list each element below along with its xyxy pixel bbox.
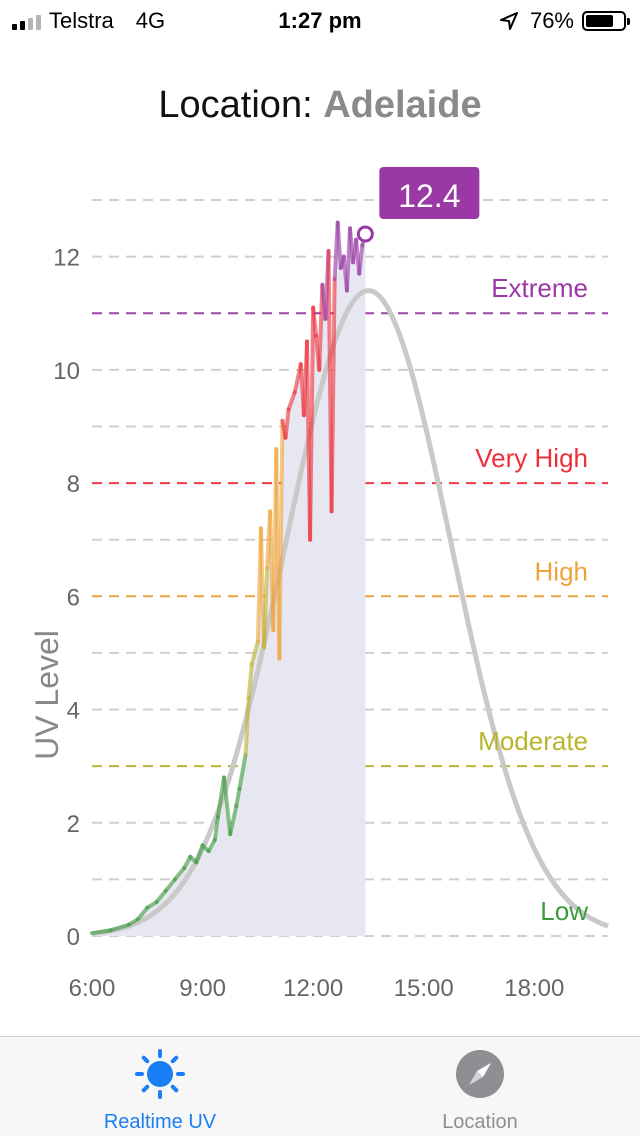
x-tick-label: 12:00	[283, 975, 343, 1002]
status-bar: Telstra 4G 1:27 pm 76%	[0, 0, 640, 40]
y-tick-label: 10	[53, 358, 80, 385]
measured-segment	[283, 407, 291, 440]
measured-segment	[212, 815, 220, 842]
forecast-line	[91, 288, 609, 936]
tab-realtime-uv[interactable]: Realtime UV	[0, 1037, 320, 1136]
measured-segment	[228, 803, 239, 837]
y-tick-label: 0	[67, 924, 80, 951]
band-label: Extreme	[491, 273, 588, 303]
measured-segment	[182, 854, 193, 871]
compass-icon	[456, 1050, 504, 1098]
tab-bar: Realtime UV Location	[0, 1036, 640, 1136]
signal-strength-icon	[12, 12, 41, 30]
battery-icon	[582, 11, 630, 31]
measured-fill	[92, 222, 366, 937]
measured-segment	[357, 243, 365, 276]
measured-segment	[249, 639, 260, 667]
measured-segment	[237, 752, 248, 791]
measured-segment	[234, 786, 242, 808]
status-time: 1:27 pm	[278, 8, 362, 33]
current-uv-value: 12.4	[398, 178, 460, 214]
measured-segment	[329, 277, 337, 514]
uv-chart: 0 2 4 6 8 10 12 6:00 9:00 12:00 15:00 18:00 Low Mod…	[29, 167, 609, 1002]
measured-segment	[163, 877, 177, 893]
measured-segment	[262, 566, 270, 650]
measured-segment	[194, 843, 205, 865]
band-label: Low	[540, 896, 588, 926]
location-services-icon	[499, 12, 518, 30]
band-label: Very High	[475, 443, 588, 473]
x-tick-label: 9:00	[179, 975, 226, 1002]
y-axis-ticks: 0 2 4 6 8 10 12	[53, 245, 80, 951]
measured-segment	[246, 662, 254, 701]
carrier-name: Telstra	[49, 8, 114, 33]
tab-location[interactable]: Location	[320, 1037, 640, 1136]
location-label: Location:	[158, 84, 313, 126]
measured-segment	[335, 220, 343, 270]
measured-segment	[277, 418, 285, 661]
measured-segment	[311, 305, 319, 338]
measured-segment	[308, 305, 316, 542]
sun-icon	[135, 1049, 185, 1099]
battery-percent: 76%	[529, 8, 574, 33]
x-tick-label: 6:00	[69, 975, 116, 1002]
uv-band-labels: Low Moderate High Very High Extreme	[475, 273, 588, 926]
measured-uv-series	[90, 220, 368, 936]
measured-segment	[154, 888, 168, 905]
network-type: 4G	[135, 8, 166, 33]
current-uv-callout: 12.4	[356, 167, 480, 243]
measured-segment	[90, 928, 113, 936]
x-axis-ticks: 6:00 9:00 12:00 15:00 18:00	[69, 975, 565, 1002]
x-tick-label: 18:00	[504, 975, 564, 1002]
y-axis-label: UV Level	[29, 630, 65, 760]
tab-location-label: Location	[442, 1111, 518, 1133]
band-label: Moderate	[478, 726, 588, 756]
measured-segment	[172, 866, 187, 882]
y-tick-label: 4	[67, 698, 80, 725]
y-tick-label: 12	[53, 245, 80, 272]
measured-segment	[108, 922, 131, 933]
measured-segment	[206, 837, 217, 854]
location-city: Adelaide	[323, 84, 482, 126]
x-tick-label: 15:00	[394, 975, 454, 1002]
band-label: High	[535, 556, 588, 586]
page-title: Location: Adelaide	[0, 84, 640, 127]
forecast-curve	[91, 288, 609, 936]
current-uv-marker	[356, 225, 374, 243]
measured-segment	[136, 905, 150, 922]
y-tick-label: 8	[67, 471, 80, 498]
current-uv-badge	[379, 167, 480, 219]
y-tick-label: 2	[67, 811, 80, 838]
measured-segment	[222, 775, 233, 837]
y-tick-label: 6	[67, 584, 80, 611]
tab-realtime-uv-label: Realtime UV	[103, 1111, 217, 1133]
measured-area	[92, 222, 366, 937]
measured-segment	[243, 696, 251, 757]
measured-segment	[286, 390, 297, 412]
